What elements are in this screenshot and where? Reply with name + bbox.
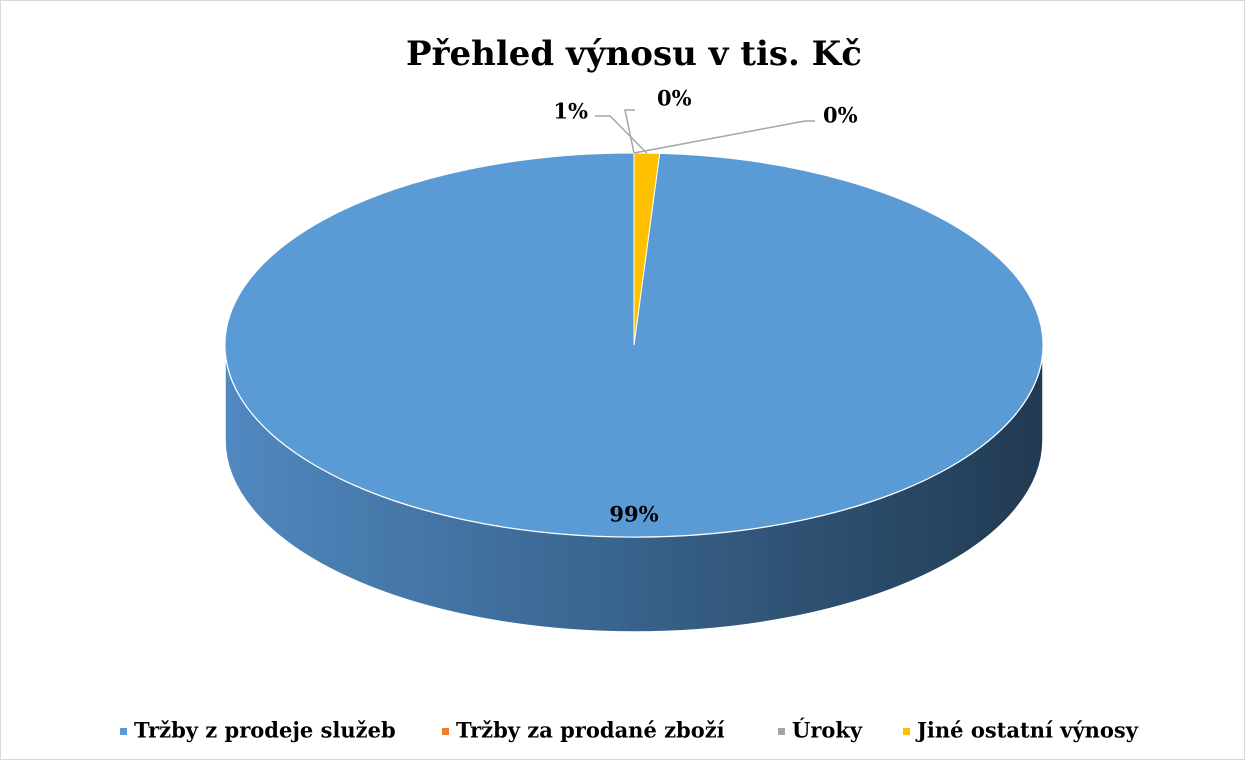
legend-label: Tržby z prodeje služeb [134,718,396,743]
data-label: 0% [657,86,692,111]
chart-title: Přehled výnosu v tis. Kč [406,34,862,74]
legend-swatch [120,728,127,735]
data-label: 99% [609,502,658,527]
legend-swatch [903,728,910,735]
legend-swatch [778,728,785,735]
legend-label: Jiné ostatní výnosy [915,718,1139,743]
leader-line [595,115,648,154]
leader-line [633,120,815,154]
leader-line [624,109,635,154]
legend-swatch [442,728,449,735]
data-label: 0% [823,103,858,128]
legend-label: Tržby za prodané zboží [456,718,725,743]
legend-label: Úroky [792,718,863,743]
data-label: 1% [553,99,588,124]
